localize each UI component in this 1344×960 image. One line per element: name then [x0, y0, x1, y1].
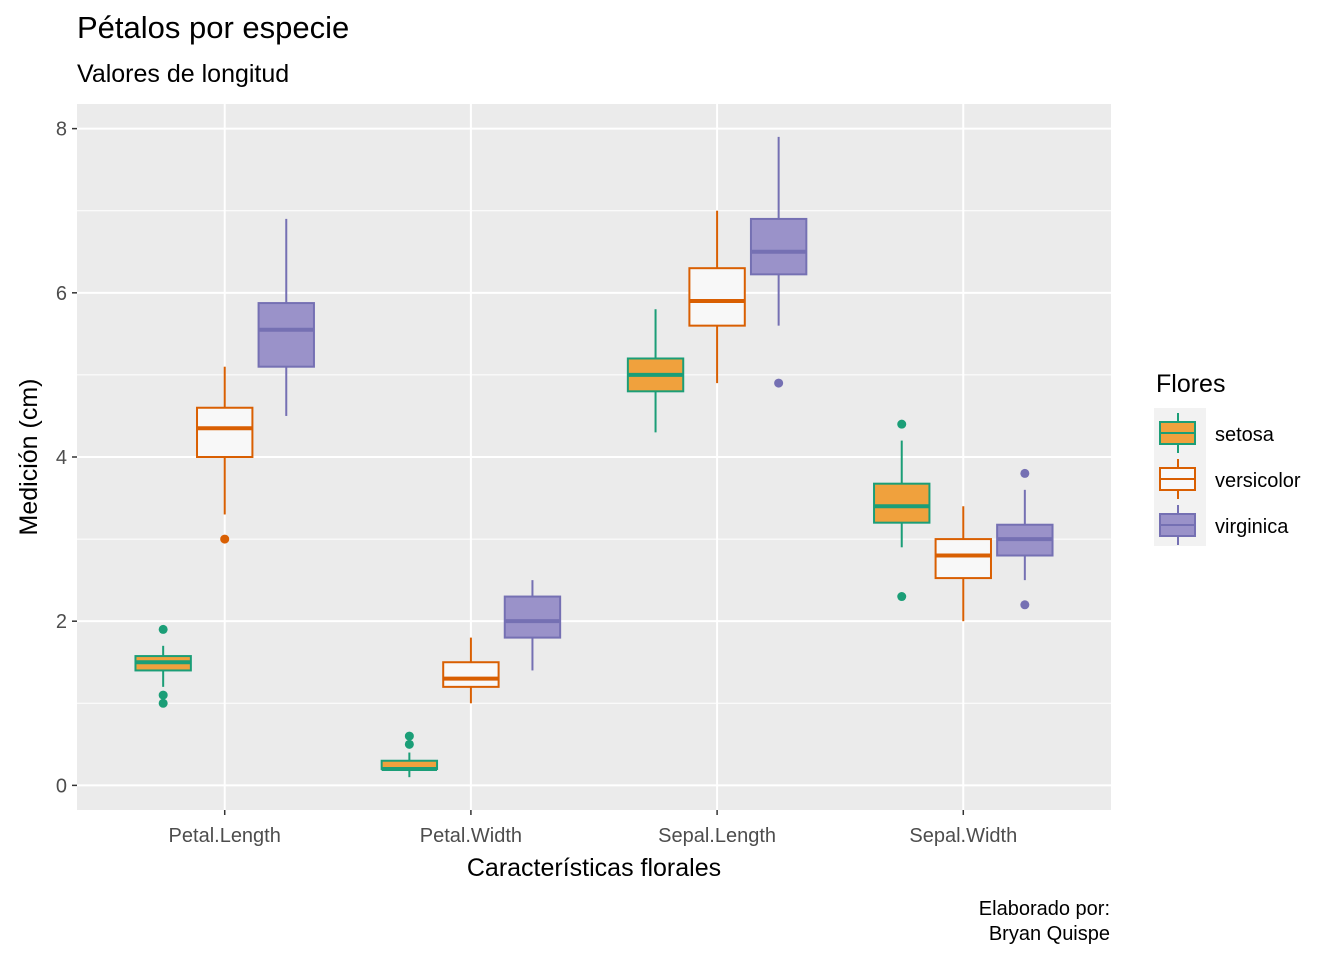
outlier-point: [158, 624, 168, 634]
x-tick-label: Sepal.Width: [909, 825, 1017, 847]
outlier-point: [897, 592, 907, 602]
chart-title: Pétalos por especie: [77, 10, 350, 45]
y-tick-label: 0: [56, 775, 67, 797]
box-body: [196, 406, 254, 458]
box-setosa-Petal.Length: [134, 624, 192, 708]
box-versicolor-Petal.Length: [196, 366, 254, 544]
outlier-point: [404, 731, 414, 741]
legend-label-versicolor: versicolor: [1215, 470, 1301, 492]
outlier-point: [158, 698, 168, 708]
outlier-point: [897, 419, 907, 429]
y-tick-label: 6: [56, 283, 67, 305]
x-tick-label: Petal.Length: [169, 825, 281, 847]
x-tick-label: Sepal.Length: [658, 825, 776, 847]
box-setosa-Sepal.Length: [626, 309, 685, 433]
box-versicolor-Petal.Width: [442, 637, 500, 704]
box-body: [688, 267, 746, 327]
box-versicolor-Sepal.Width: [934, 506, 992, 622]
box-setosa-Petal.Width: [380, 731, 439, 778]
box-body: [749, 217, 808, 276]
box-virginica-Petal.Width: [503, 580, 562, 671]
box-body: [503, 595, 562, 639]
caption: Elaborado por: Bryan Quispe: [979, 897, 1110, 947]
y-tick-label: 2: [56, 611, 67, 633]
y-axis-title: Medición (cm): [15, 379, 43, 536]
box-versicolor-Sepal.Length: [688, 210, 746, 384]
box-setosa-Sepal.Width: [873, 419, 931, 602]
legend-key-virginica: [1159, 505, 1196, 545]
box-body: [442, 661, 500, 688]
outlier-point: [220, 534, 230, 544]
box-virginica-Sepal.Width: [996, 468, 1054, 610]
y-tick-label: 4: [56, 447, 67, 469]
outlier-point: [1020, 600, 1030, 610]
box-virginica-Sepal.Length: [749, 136, 808, 388]
outlier-point: [404, 739, 414, 749]
legend-label-virginica: virginica: [1215, 516, 1289, 538]
outlier-point: [158, 690, 168, 700]
box-body: [873, 482, 931, 524]
box-body: [257, 302, 315, 368]
y-tick-label: 8: [56, 119, 67, 141]
box-layer: [134, 136, 1054, 778]
caption-line-1: Elaborado por:: [978, 898, 1110, 920]
legend-key-setosa: [1159, 413, 1196, 453]
legend-key-versicolor: [1159, 459, 1196, 499]
caption-line-2: Bryan Quispe: [988, 923, 1110, 945]
legend: Flores setosa versicolor virginica: [1154, 370, 1301, 546]
legend-label-setosa: setosa: [1215, 424, 1275, 446]
x-axis-title: Características florales: [467, 854, 721, 882]
axes: 0 2 4 6 8 Petal.Length Petal.Width Sepal.Length…: [56, 119, 1017, 847]
legend-title: Flores: [1156, 370, 1225, 398]
box-virginica-Petal.Length: [257, 218, 315, 416]
x-tick-label: Petal.Width: [420, 825, 522, 847]
outlier-point: [774, 378, 784, 388]
box-body: [934, 538, 992, 580]
grid-lines: [77, 104, 1111, 810]
chart-subtitle: Valores de longitud: [77, 60, 290, 88]
outlier-point: [1020, 468, 1030, 478]
